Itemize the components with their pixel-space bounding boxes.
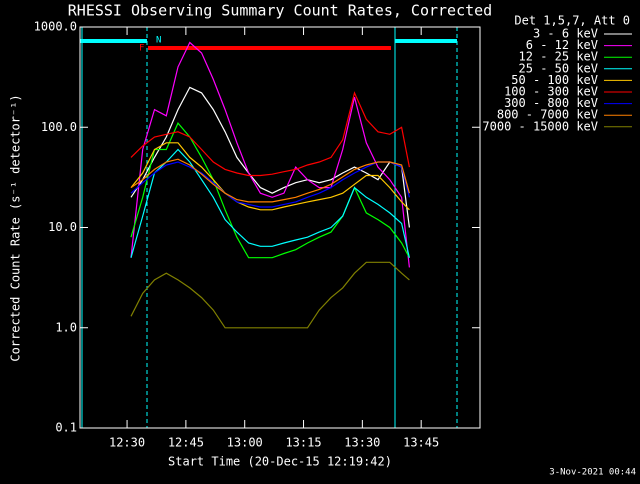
series-line (130, 41, 410, 268)
x-tick-label: 12:30 (109, 436, 145, 450)
legend-title: Det 1,5,7, Att 0 (514, 14, 630, 28)
y-tick-label: 10.0 (48, 220, 77, 234)
x-tick-label: 13:15 (285, 436, 321, 450)
y-tick-label: 0.1 (55, 421, 77, 435)
legend-label: 3 - 6 keV (533, 27, 598, 41)
overlays: N F (80, 27, 458, 428)
y-tick-label: 1000.0 (34, 20, 77, 34)
y-tick-label: 1.0 (55, 320, 77, 334)
annotation: F (139, 44, 144, 54)
legend-label: 7000 - 15000 keV (482, 119, 598, 133)
legend-label: 100 - 300 keV (504, 85, 598, 99)
x-tick-label: 12:45 (168, 436, 204, 450)
legend-label: 800 - 7000 keV (497, 108, 598, 122)
series-line (130, 121, 410, 259)
x-axis-label: Start Time (20-Dec-15 12:19:42) (168, 455, 392, 469)
footer: 3-Nov-2021 00:44 (549, 468, 636, 478)
chart-title: RHESSI Observing Summary Count Rates, Co… (68, 2, 492, 20)
legend-label: 50 - 100 keV (511, 73, 598, 87)
series-line (130, 148, 410, 258)
series-line (130, 142, 410, 211)
x-tick-label: 13:45 (403, 436, 439, 450)
series-line (130, 158, 410, 203)
y-axis-label: Corrected Count Rate (s⁻¹ detector⁻¹) (9, 94, 23, 361)
legend-label: 12 - 25 keV (519, 50, 598, 64)
legend-label: 25 - 50 keV (519, 61, 598, 75)
series-line (130, 91, 410, 177)
series-line (130, 261, 410, 329)
y-tick-label: 100.0 (41, 120, 77, 134)
series-line (130, 86, 410, 228)
annotation: N (156, 36, 161, 46)
x-tick-label: 13:00 (227, 436, 263, 450)
series-line (130, 161, 410, 208)
x-tick-label: 13:30 (344, 436, 380, 450)
legend-label: 6 - 12 keV (526, 38, 598, 52)
legend-label: 300 - 800 keV (504, 96, 598, 110)
